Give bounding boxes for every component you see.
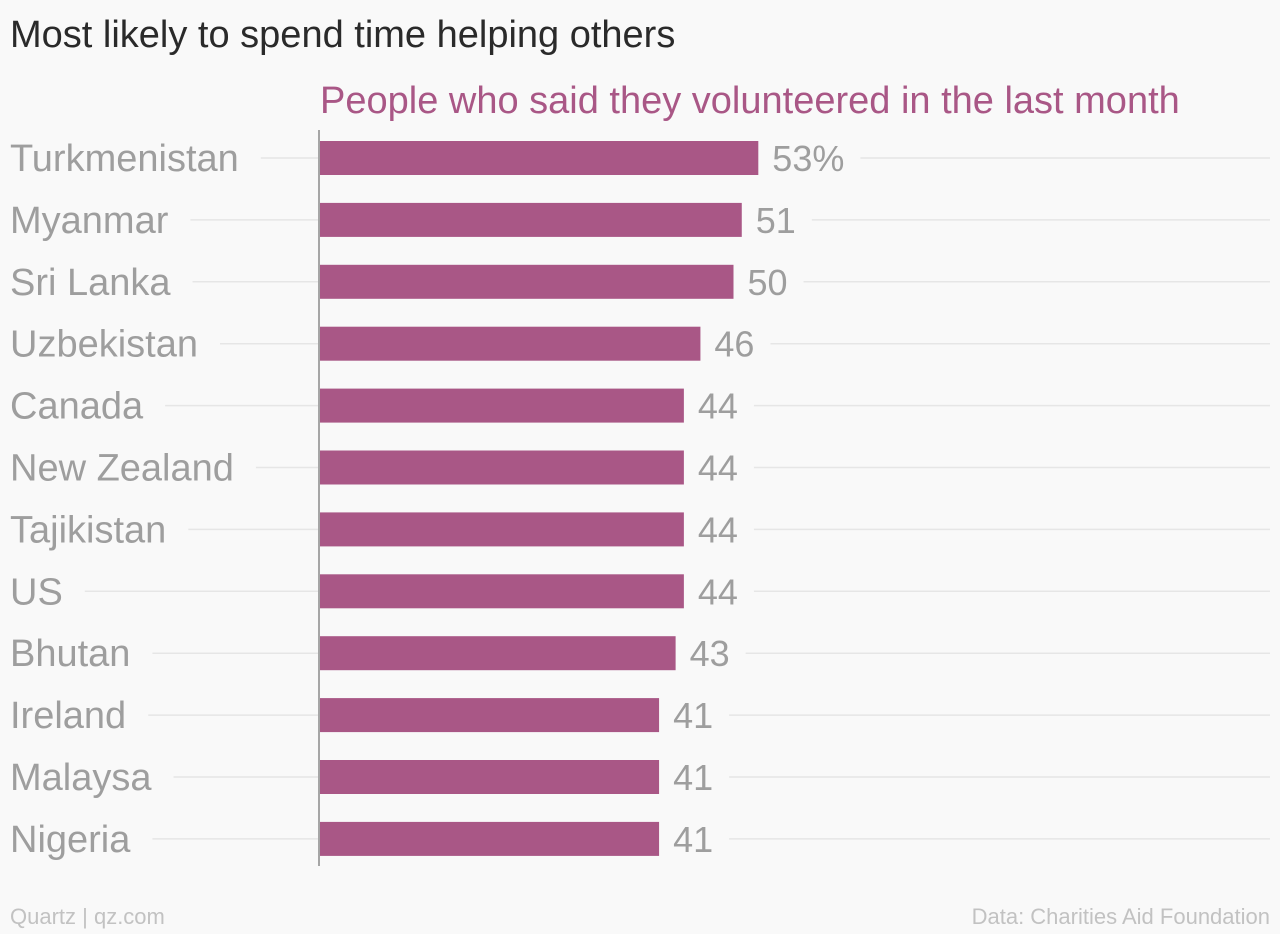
chart-title: Most likely to spend time helping others — [10, 14, 676, 56]
bar — [320, 698, 660, 733]
category-label: New Zealand — [10, 448, 234, 490]
value-label: 41 — [673, 695, 713, 736]
category-label: Malaysa — [10, 757, 152, 799]
gridlines — [84, 157, 1270, 840]
category-label: Sri Lanka — [10, 262, 171, 304]
value-label: 41 — [673, 819, 713, 860]
series-label: People who said they volunteered in the … — [320, 80, 1180, 122]
bar — [320, 202, 742, 237]
bar — [320, 141, 759, 175]
value-label: 44 — [698, 386, 738, 427]
value-label: 46 — [714, 324, 754, 365]
bars — [320, 141, 759, 856]
category-label: Ireland — [10, 695, 126, 737]
bar — [320, 326, 701, 361]
category-label: Canada — [10, 386, 144, 428]
category-label: Nigeria — [10, 819, 131, 861]
category-label: Turkmenistan — [10, 138, 239, 180]
value-label: 41 — [673, 757, 713, 798]
data-source: Data: Charities Aid Foundation — [971, 904, 1270, 929]
bar — [320, 512, 684, 547]
bar — [320, 388, 684, 423]
category-label: Uzbekistan — [10, 324, 198, 366]
source-credit: Quartz | qz.com — [10, 904, 165, 929]
category-label: Myanmar — [10, 200, 169, 242]
category-label: Bhutan — [10, 633, 130, 675]
bar — [320, 821, 660, 856]
value-label: 44 — [698, 509, 738, 550]
category-label: US — [10, 571, 63, 613]
value-label: 44 — [698, 448, 738, 489]
bar — [320, 264, 734, 299]
value-label: 43 — [690, 633, 730, 674]
bar — [320, 450, 684, 485]
value-label: 50 — [748, 262, 788, 303]
value-label: 51 — [756, 200, 796, 241]
value-label: 53% — [772, 138, 844, 179]
category-label: Tajikistan — [10, 509, 166, 551]
labels: Turkmenistan 53% Myanmar 51 Sri Lanka 50 Uzbek… — [10, 138, 844, 861]
bar — [320, 636, 676, 671]
bar — [320, 574, 684, 609]
value-label: 44 — [698, 571, 738, 612]
bar — [320, 760, 660, 794]
